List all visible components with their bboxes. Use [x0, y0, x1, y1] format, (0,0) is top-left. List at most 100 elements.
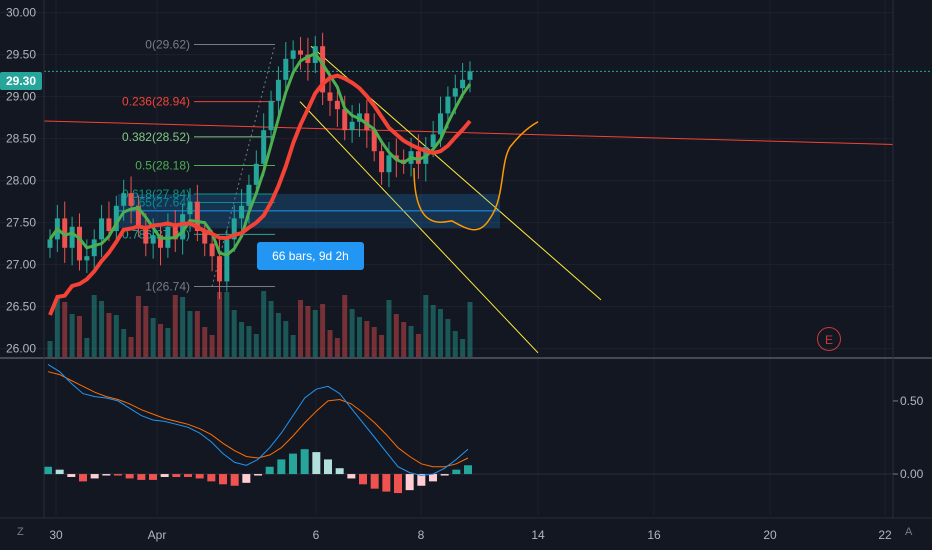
volume-bar — [76, 316, 82, 357]
volume-bar — [386, 300, 392, 357]
volume-bar — [438, 309, 444, 357]
candle-body — [386, 155, 392, 173]
fib-level-label: 0.382(28.52) — [122, 130, 190, 144]
measure-tooltip: 66 bars, 9d 2h — [257, 242, 364, 270]
chart-grid — [0, 0, 932, 515]
timezone-toggle-button[interactable]: Z — [17, 526, 24, 538]
last-price-badge: 29.30 — [0, 72, 42, 90]
time-axis-label: 16 — [647, 528, 661, 542]
macd-histogram-bar — [440, 474, 449, 476]
candle-body — [452, 88, 458, 97]
macd-axis-label: 0.50 — [900, 394, 924, 408]
volume-bars — [47, 291, 473, 357]
candle-body — [298, 50, 304, 55]
volume-bar — [298, 300, 304, 357]
volume-bar — [84, 338, 90, 357]
macd-histogram-bar — [417, 474, 426, 486]
volume-bar — [460, 339, 466, 357]
macd-histogram-bar — [55, 469, 64, 475]
macd-histogram-bar — [382, 474, 391, 492]
candle-body — [275, 79, 281, 101]
candle-body — [349, 121, 355, 131]
fib-trend-line — [211, 44, 276, 287]
volume-bar — [194, 311, 200, 357]
volume-bar — [452, 331, 458, 357]
fib-level-label: 0.5(28.18) — [135, 158, 190, 172]
projection-path — [413, 121, 539, 231]
volume-bar — [150, 318, 156, 357]
volume-bar — [290, 335, 296, 357]
trendline — [43, 120, 894, 145]
volume-bar — [445, 319, 451, 357]
price-axis-label: 26.50 — [6, 300, 36, 314]
volume-bar — [224, 292, 230, 357]
macd-histogram-bar — [195, 474, 204, 479]
macd-histogram-bar — [254, 474, 262, 476]
volume-bar — [62, 302, 68, 357]
candle-body — [150, 235, 156, 244]
candle-body — [290, 50, 296, 59]
candle-body — [231, 218, 237, 240]
macd-histogram-bar — [137, 474, 146, 480]
macd-histogram-bar — [160, 474, 169, 477]
macd-histogram-bar — [67, 474, 76, 477]
ma-fast-line — [48, 73, 472, 316]
price-axis-label: 28.00 — [6, 174, 36, 188]
candle-body — [261, 130, 267, 164]
volume-bar — [47, 341, 53, 357]
candle-body — [224, 239, 230, 282]
price-axis-label: 28.50 — [6, 132, 36, 146]
candle-body — [128, 193, 134, 206]
candle-body — [84, 256, 90, 261]
volume-bar — [113, 315, 119, 357]
candle-body — [135, 205, 141, 227]
candle-body — [62, 218, 68, 248]
candle-body — [283, 58, 289, 80]
time-axis-label: 20 — [763, 528, 777, 542]
price-axis-label: 27.50 — [6, 216, 36, 230]
candle-body — [194, 201, 200, 231]
volume-bar — [99, 301, 105, 357]
earnings-event-marker[interactable]: E — [817, 327, 841, 351]
macd-histogram-bar — [452, 469, 461, 475]
fibonacci-retracement[interactable]: 0(29.62) 0.236(28.94) 0.382(28.52) 0.5(28.1… — [122, 38, 276, 294]
price-axis-label: 27.00 — [6, 258, 36, 272]
volume-bar — [106, 313, 112, 357]
drawing-tools[interactable] — [43, 45, 894, 354]
macd-histogram-bar — [429, 474, 437, 482]
macd-histogram-bar — [114, 474, 122, 476]
candle-body — [47, 239, 53, 248]
candle-body — [239, 205, 245, 219]
candle-body — [158, 235, 164, 248]
candle-body — [143, 226, 149, 244]
volume-bar — [342, 295, 348, 357]
fib-level-label: 0(29.62) — [145, 38, 190, 52]
candle-body — [180, 214, 186, 240]
time-axis-label: Apr — [148, 528, 167, 542]
fib-level-label: 0.618(27.84) — [122, 187, 190, 201]
macd-histogram-bar — [44, 466, 52, 475]
candle-body — [334, 100, 340, 110]
macd-histogram-bar — [242, 474, 251, 483]
auto-scale-button[interactable]: A — [905, 526, 913, 538]
volume-bar — [216, 292, 222, 357]
macd-histogram-bar — [394, 474, 402, 494]
volume-bar — [401, 322, 407, 357]
price-axis-label: 30.00 — [6, 6, 36, 20]
volume-bar — [209, 335, 215, 357]
macd-histogram-bar — [324, 459, 332, 475]
volume-bar — [69, 314, 75, 357]
volume-bar — [327, 330, 333, 357]
volume-bar — [187, 311, 193, 357]
candle-body — [172, 226, 178, 240]
candle-body — [415, 151, 421, 164]
volume-bar — [135, 296, 141, 357]
price-axis-label: 29.50 — [6, 48, 36, 62]
candle-body — [99, 218, 105, 240]
candle-body — [69, 226, 75, 248]
candle-body — [91, 239, 97, 257]
macd-histogram-bar — [335, 468, 344, 475]
volume-bar — [415, 334, 421, 357]
